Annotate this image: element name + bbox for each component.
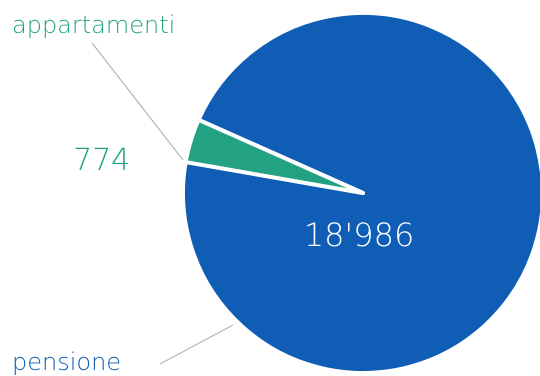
- value-label-pensione: 18'986: [304, 216, 415, 254]
- leader-lines: [91, 42, 234, 365]
- category-label-pensione: pensione: [12, 348, 121, 376]
- leader-line-pensione: [159, 324, 234, 365]
- pie-slice-appartamenti: [183, 117, 365, 195]
- value-label-appartamenti: 774: [73, 143, 130, 178]
- pie-slices: [181, 11, 540, 375]
- pie-labels: appartamenti 774 18'986 pensione: [12, 11, 414, 376]
- leader-line-appartamenti: [91, 42, 184, 161]
- category-label-appartamenti: appartamenti: [12, 11, 175, 39]
